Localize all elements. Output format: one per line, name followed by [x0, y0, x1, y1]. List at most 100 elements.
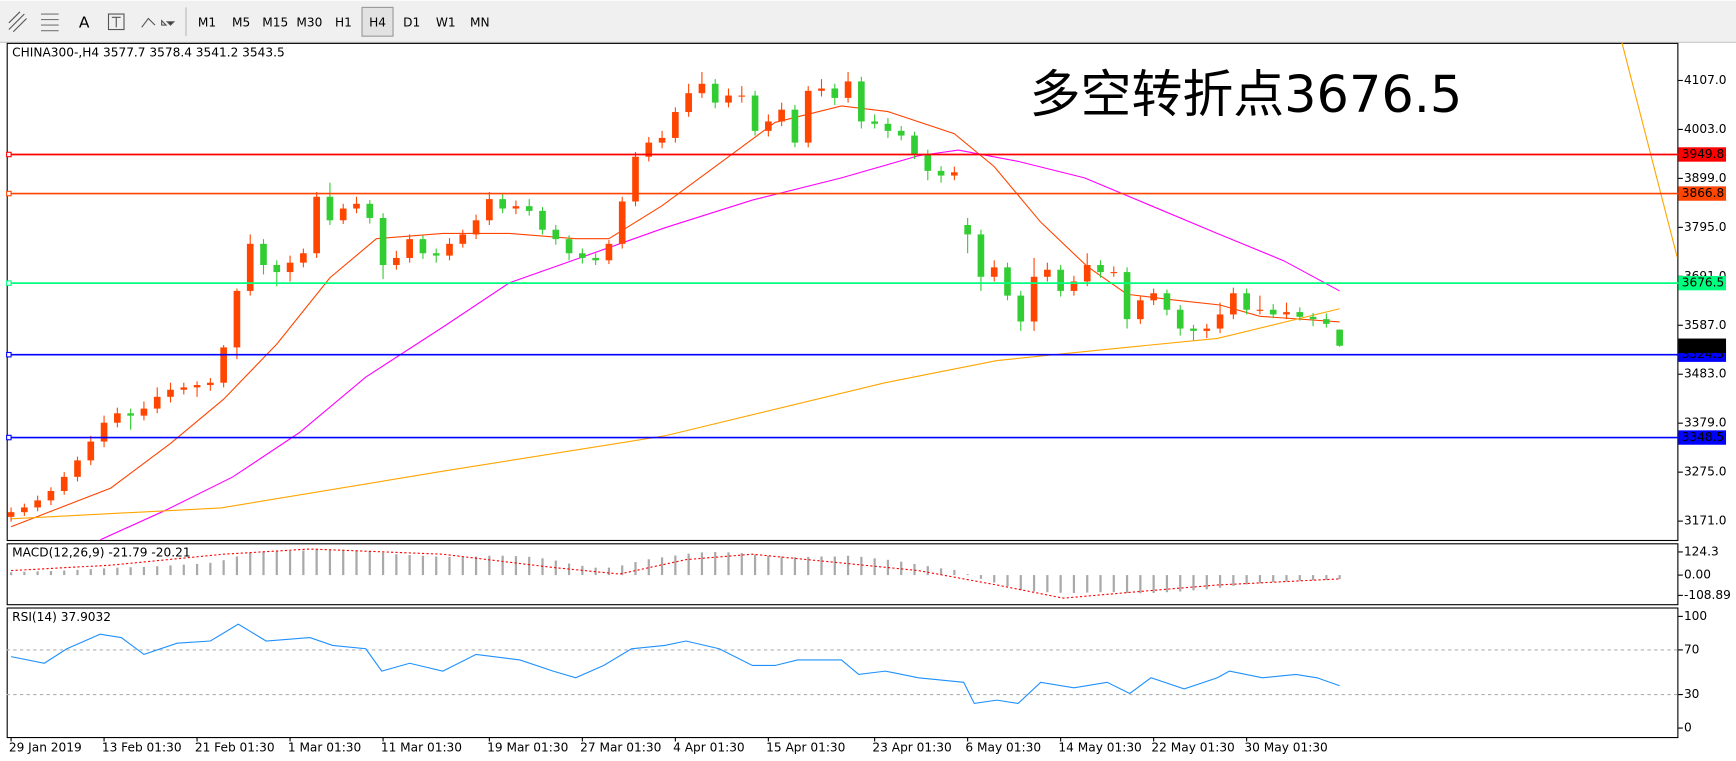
level-label-box [1678, 147, 1727, 162]
indicator-line [11, 548, 1340, 599]
candle-body [1230, 293, 1237, 315]
y-tick-label: 3483.0 [1684, 367, 1727, 381]
y-tick-label: 3275.0 [1684, 465, 1727, 479]
candle-body [512, 206, 520, 209]
candle-body [1057, 269, 1064, 291]
candle-body [990, 267, 998, 277]
candle-body [432, 253, 440, 256]
candle-body [818, 88, 825, 91]
arrows-icon[interactable] [141, 17, 168, 28]
candle-body [765, 121, 772, 131]
candle-body [74, 460, 81, 477]
macd-bar [9, 572, 13, 576]
candle-body [1097, 265, 1104, 273]
y-tick-label: 0 [1684, 721, 1692, 735]
macd-bar [1338, 575, 1341, 580]
text-label-glyph [111, 16, 121, 28]
candle-body [751, 95, 759, 131]
candle-body [153, 396, 161, 409]
x-tick-label: 22 May 01:30 [1151, 741, 1234, 755]
candle-body [738, 95, 746, 97]
macd-bar [474, 556, 478, 576]
macd-bar [49, 570, 53, 576]
fibo-icon[interactable] [8, 11, 27, 33]
macd-bar [488, 555, 491, 576]
candle-body [1269, 309, 1277, 315]
macd-bar [381, 552, 385, 576]
y-tick-label: 4003.0 [1684, 122, 1727, 136]
indicator-line [99, 149, 1340, 540]
candle-body [233, 290, 241, 348]
text-label-icon[interactable] [107, 13, 125, 31]
timeframe-button[interactable]: M15 [262, 15, 288, 29]
macd-bar [1205, 575, 1208, 590]
candle-body [539, 210, 546, 230]
macd-bar [1272, 575, 1275, 583]
candle-body [579, 253, 586, 258]
timeframe-button[interactable]: M5 [232, 15, 250, 29]
macd-bar [953, 569, 956, 576]
candle-body [34, 500, 41, 508]
macd-bar [607, 567, 611, 576]
timeframe-button[interactable]: MN [470, 15, 490, 29]
macd-bar [235, 556, 239, 576]
macd-bar [740, 553, 743, 576]
rsi-plot [6, 623, 1679, 705]
macd-bar [939, 568, 943, 576]
macd-bar [315, 549, 318, 576]
macd-panel [6, 543, 1679, 606]
y-tick-label: 3171.0 [1684, 514, 1727, 528]
x-tick-label: 19 Mar 01:30 [487, 741, 568, 755]
candle-body [100, 422, 108, 442]
level-label: 3949.8 [1682, 147, 1725, 161]
candle-body [220, 347, 227, 383]
candle-body [300, 253, 307, 263]
rsi-header: RSI(14) 37.9032 [12, 610, 111, 624]
macd-bar [846, 555, 850, 576]
macd-bar [1019, 575, 1022, 590]
candle-body [1123, 272, 1131, 320]
macd-bar [1218, 575, 1222, 588]
candle-body [1137, 300, 1144, 320]
candle-body [419, 239, 427, 254]
y-tick-label: 124.3 [1684, 544, 1719, 558]
macd-bar [860, 556, 863, 576]
candle-body [1004, 267, 1011, 296]
macd-bar [288, 550, 292, 576]
macd-bar [249, 552, 252, 576]
rsi-panel [6, 607, 1679, 739]
candle-body [605, 243, 613, 261]
macd-bar [966, 574, 969, 576]
timeframe-button[interactable]: H4 [369, 15, 386, 29]
macd-bar [1032, 575, 1036, 592]
timeframe-button[interactable]: M30 [296, 15, 322, 29]
macd-bar [1285, 575, 1288, 582]
candle-body [1110, 272, 1118, 274]
y-tick-label: 0.00 [1684, 568, 1711, 582]
candle-body [844, 81, 852, 98]
candle-body [114, 413, 121, 423]
text-tool[interactable]: A [79, 13, 90, 31]
macd-bar [993, 575, 996, 583]
macd-bar [913, 563, 916, 576]
timeframe-button[interactable]: H1 [335, 15, 352, 29]
candle-body [924, 154, 932, 171]
x-tick-label: 11 Mar 01:30 [381, 741, 462, 755]
level-label: 3866.8 [1682, 186, 1725, 200]
timeframe-button[interactable]: M1 [198, 15, 216, 29]
timeframe-button[interactable]: D1 [403, 15, 420, 29]
macd-bar [1072, 575, 1076, 593]
macd-bar [1152, 575, 1155, 593]
candle-body [1216, 314, 1224, 329]
timeframe-button[interactable]: W1 [436, 15, 456, 29]
channel-icon[interactable] [40, 13, 59, 32]
macd-bar [408, 554, 411, 576]
macd-bar [621, 565, 624, 576]
y-tick-label: 3587.0 [1684, 318, 1727, 332]
dropdown-icon[interactable] [165, 21, 176, 26]
candle-body [592, 257, 599, 261]
macd-bar [833, 556, 836, 576]
y-tick-label: 3795.0 [1684, 220, 1727, 234]
macd-bar [182, 564, 185, 576]
last-price-label: 3543.5 [1682, 338, 1725, 352]
